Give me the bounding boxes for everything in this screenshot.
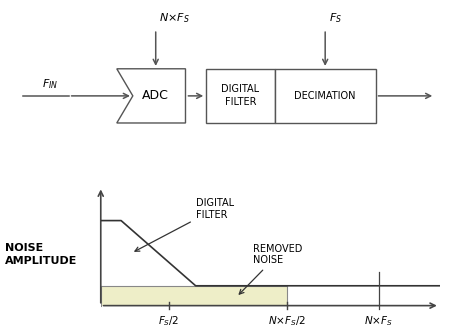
Text: ADC: ADC (142, 89, 169, 103)
Text: $N{\times}F_S$: $N{\times}F_S$ (159, 11, 190, 25)
Text: $N{\times}F_S$: $N{\times}F_S$ (364, 314, 393, 328)
Text: DIGITAL
FILTER: DIGITAL FILTER (221, 84, 260, 108)
Text: DIGITAL
FILTER: DIGITAL FILTER (135, 198, 234, 251)
Text: $F_S/2$: $F_S/2$ (158, 314, 180, 328)
Bar (275, 69, 376, 123)
Text: $N{\times}F_S/2$: $N{\times}F_S/2$ (268, 314, 306, 328)
Text: REMOVED
NOISE: REMOVED NOISE (239, 244, 303, 294)
Polygon shape (169, 286, 287, 306)
Text: $F_S$: $F_S$ (329, 11, 342, 25)
Polygon shape (117, 69, 185, 123)
Text: $F_{IN}$: $F_{IN}$ (42, 77, 59, 91)
Text: DECIMATION: DECIMATION (294, 91, 356, 101)
Polygon shape (101, 286, 169, 306)
Text: NOISE
AMPLITUDE: NOISE AMPLITUDE (5, 243, 77, 266)
Bar (206, 69, 275, 123)
